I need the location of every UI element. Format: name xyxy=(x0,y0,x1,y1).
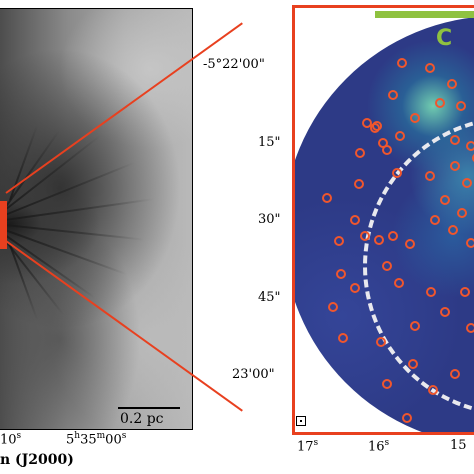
source-marker-34 xyxy=(334,236,344,246)
source-marker-25 xyxy=(322,193,332,203)
streak-8 xyxy=(9,124,39,201)
source-marker-44 xyxy=(410,321,420,331)
intensity-map xyxy=(295,16,474,432)
source-marker-27 xyxy=(360,231,370,241)
streak-2 xyxy=(4,198,154,221)
left-ra-tick-2: 5h35m00s xyxy=(66,431,127,448)
source-marker-42 xyxy=(338,333,348,343)
zoomed-map-panel xyxy=(292,5,474,435)
source-marker-50 xyxy=(402,413,412,423)
source-marker-49 xyxy=(428,385,438,395)
source-marker-51 xyxy=(450,369,460,379)
scalebar-line xyxy=(118,407,180,409)
source-marker-22 xyxy=(440,195,450,205)
source-marker-11 xyxy=(370,123,380,133)
beam-indicator xyxy=(296,416,306,426)
source-marker-48 xyxy=(408,359,418,369)
source-marker-36 xyxy=(336,269,346,279)
source-marker-47 xyxy=(382,379,392,389)
source-marker-30 xyxy=(405,239,415,249)
dec-tick-2: 15" xyxy=(258,135,281,150)
scalebar-label: 0.2 pc xyxy=(120,411,164,427)
source-marker-13 xyxy=(395,131,405,141)
source-marker-21 xyxy=(425,171,435,181)
source-marker-38 xyxy=(382,261,392,271)
source-marker-46 xyxy=(466,323,474,333)
right-ra-tick-3: 15 xyxy=(450,438,467,453)
source-marker-7 xyxy=(355,148,365,158)
dec-tick-3: 30" xyxy=(258,212,281,227)
source-marker-4 xyxy=(388,90,398,100)
source-marker-29 xyxy=(388,231,398,241)
right-ra-tick-2: 16s xyxy=(368,438,390,455)
dec-tick-4: 45" xyxy=(258,290,281,305)
grayscale-image-panel: 0.2 pc xyxy=(0,8,193,430)
source-marker-23 xyxy=(457,208,467,218)
source-marker-37 xyxy=(350,283,360,293)
source-marker-35 xyxy=(328,302,338,312)
source-marker-31 xyxy=(430,215,440,225)
streak-1 xyxy=(4,161,136,216)
source-marker-40 xyxy=(426,287,436,297)
source-marker-2 xyxy=(447,79,457,89)
source-marker-33 xyxy=(466,238,474,248)
dec-tick-1: -5°22'00" xyxy=(203,57,265,72)
source-marker-39 xyxy=(394,278,404,288)
source-marker-19 xyxy=(354,179,364,189)
source-marker-17 xyxy=(450,161,460,171)
dec-tick-5: 23'00" xyxy=(232,367,275,382)
source-marker-16 xyxy=(466,141,474,151)
corner-label: C xyxy=(436,26,453,51)
source-marker-32 xyxy=(448,225,458,235)
source-marker-3 xyxy=(456,101,466,111)
source-marker-18 xyxy=(472,153,474,163)
right-ra-tick-1: 17s xyxy=(297,438,319,455)
green-scalebar xyxy=(375,11,474,18)
source-marker-20 xyxy=(392,168,402,178)
source-marker-24 xyxy=(462,178,472,188)
source-marker-1 xyxy=(425,63,435,73)
zoom-region-marker xyxy=(0,201,7,249)
source-marker-45 xyxy=(440,307,450,317)
source-marker-28 xyxy=(374,235,384,245)
source-marker-15 xyxy=(450,135,460,145)
source-marker-41 xyxy=(460,287,470,297)
source-marker-12 xyxy=(382,145,392,155)
source-marker-14 xyxy=(410,113,420,123)
left-ra-tick-1: 10s xyxy=(0,431,22,448)
source-marker-26 xyxy=(350,215,360,225)
beam-dot xyxy=(300,420,302,422)
source-marker-5 xyxy=(435,98,445,108)
source-marker-0 xyxy=(397,58,407,68)
source-marker-43 xyxy=(376,337,386,347)
left-ra-axis-label: n (J2000) xyxy=(0,452,74,468)
